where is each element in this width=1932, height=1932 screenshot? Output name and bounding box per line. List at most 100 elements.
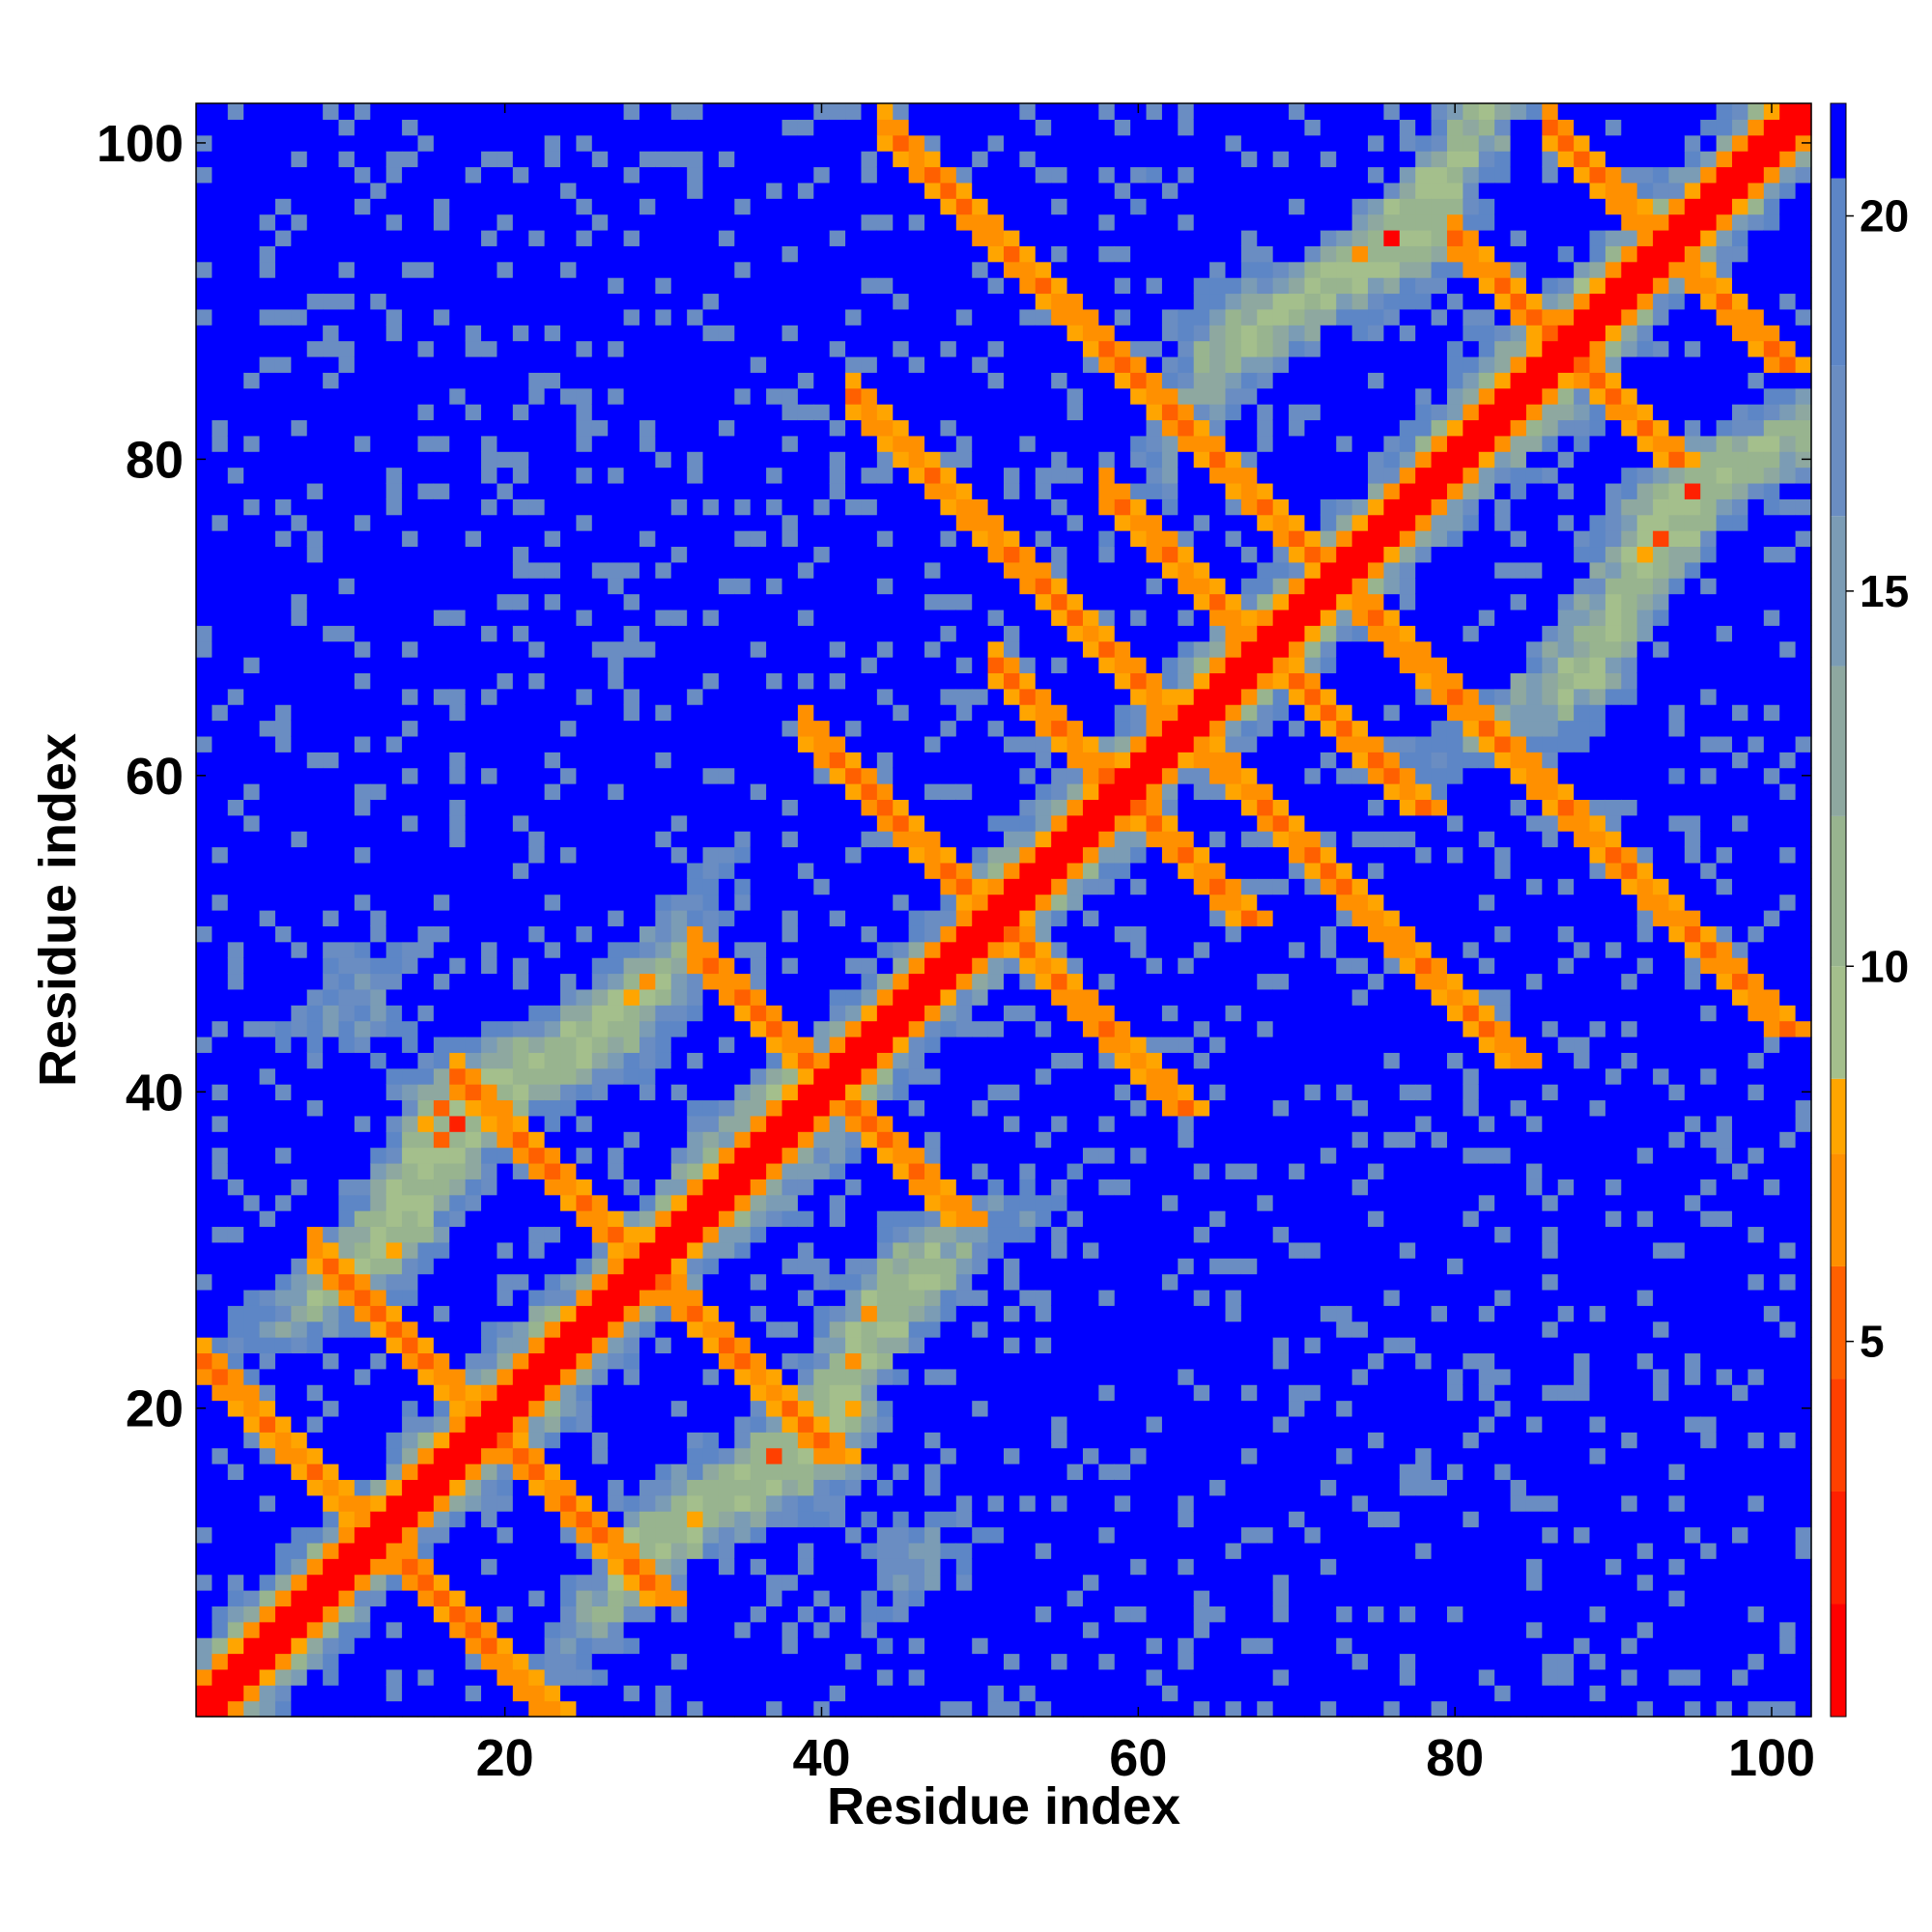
heatmap-cell [639,1479,656,1496]
heatmap-cell [670,419,688,437]
heatmap-cell [924,1685,942,1702]
heatmap-cell [639,1384,656,1402]
heatmap-cell [702,1352,720,1370]
heatmap-cell [227,878,244,895]
heatmap-cell [481,1067,498,1085]
heatmap-cell [591,1447,609,1464]
heatmap-cell [465,293,482,310]
heatmap-cell [243,752,261,769]
heatmap-cell [528,1179,546,1196]
heatmap-cell [766,735,783,753]
heatmap-cell [702,1131,720,1149]
heatmap-cell [797,1099,814,1117]
heatmap-cell [813,1020,831,1037]
heatmap-cell [465,720,482,737]
heatmap-cell [259,1036,276,1053]
heatmap-cell [481,862,498,879]
heatmap-cell [323,1494,340,1512]
heatmap-cell [829,213,846,231]
heatmap-cell [781,973,799,990]
heatmap-cell [512,1511,529,1528]
heatmap-cell [196,387,213,405]
heatmap-cell [766,103,783,120]
heatmap-cell [433,1241,450,1259]
heatmap-cell [323,1005,340,1022]
heatmap-cell [861,1162,878,1179]
heatmap-cell [687,1400,704,1417]
heatmap-cell [243,372,261,389]
heatmap-cell [781,1258,799,1275]
heatmap-cell [274,625,292,642]
heatmap-cell [449,1321,467,1338]
heatmap-cell [354,182,371,199]
heatmap-cell [608,657,625,674]
heatmap-cell [876,688,894,705]
heatmap-cell [512,355,529,373]
heatmap-cell [908,530,925,548]
heatmap-cell [797,1020,814,1037]
heatmap-cell [813,593,831,611]
heatmap-cell [274,1685,292,1702]
heatmap-cell [734,941,752,958]
heatmap-cell [402,1289,419,1306]
heatmap-cell [449,1226,467,1243]
heatmap-cell [623,1463,640,1481]
heatmap-cell [639,767,656,784]
heatmap-cell [433,1005,450,1022]
heatmap-cell [623,435,640,452]
heatmap-cell [306,1685,324,1702]
heatmap-cell [465,735,482,753]
heatmap-cell [908,672,925,690]
heatmap-cell [845,1147,863,1164]
heatmap-cell [465,404,482,421]
heatmap-cell [955,878,973,895]
heatmap-cell [433,578,450,595]
heatmap-cell [481,752,498,769]
heatmap-cell [687,625,704,642]
heatmap-cell [465,561,482,579]
heatmap-cell [338,657,355,674]
heatmap-cell [196,1036,213,1053]
heatmap-cell [528,229,546,246]
heatmap-cell [259,814,276,832]
heatmap-cell [623,1210,640,1228]
heatmap-cell [924,1621,942,1638]
heatmap-cell [196,1542,213,1559]
heatmap-cell [813,1179,831,1196]
heatmap-cell [924,1668,942,1686]
heatmap-cell [433,925,450,943]
heatmap-cell [655,910,672,926]
heatmap-cell [370,1637,387,1655]
heatmap-cell [274,103,292,120]
heatmap-cell [291,1668,308,1686]
heatmap-cell [924,134,942,152]
heatmap-cell [876,1194,894,1211]
heatmap-cell [797,1084,814,1101]
heatmap-cell [291,340,308,357]
heatmap-cell [385,625,403,642]
heatmap-cell [861,1099,878,1117]
heatmap-cell [797,1384,814,1402]
heatmap-cell [670,1099,688,1117]
heatmap-cell [259,103,276,120]
heatmap-cell [893,910,910,926]
heatmap-cell [829,308,846,326]
heatmap-cell [512,878,529,895]
heatmap-cell [497,1479,514,1496]
heatmap-cell [196,1494,213,1512]
heatmap-cell [385,1067,403,1085]
heatmap-cell [781,799,799,816]
heatmap-cell [196,245,213,263]
heatmap-cell [274,1099,292,1117]
heatmap-cell [528,530,546,548]
heatmap-cell [687,1179,704,1196]
heatmap-cell [734,1052,752,1069]
heatmap-cell [227,435,244,452]
heatmap-cell [560,1273,578,1291]
heatmap-cell [402,578,419,595]
heatmap-cell [861,735,878,753]
heatmap-cell [924,1494,942,1512]
heatmap-cell [402,1210,419,1228]
heatmap-cell [639,657,656,674]
heatmap-cell [687,166,704,184]
